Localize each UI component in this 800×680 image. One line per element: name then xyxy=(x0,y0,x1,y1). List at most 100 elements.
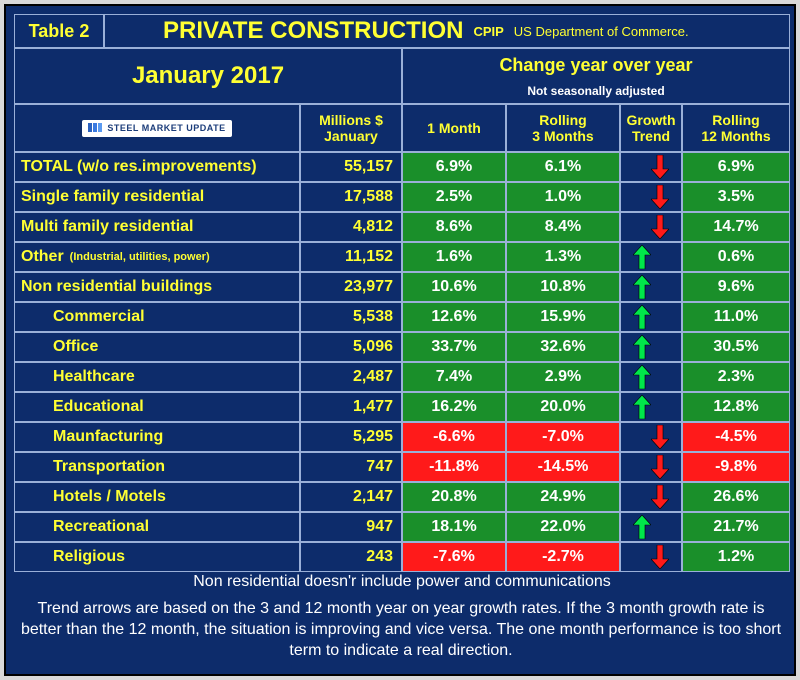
row-value: 23,977 xyxy=(300,272,402,302)
nsa-note: Not seasonally adjusted xyxy=(527,83,665,98)
footer-note-1: Non residential doesn'r include power an… xyxy=(193,573,611,590)
logo-cell: STEEL MARKET UPDATE xyxy=(14,104,300,152)
arrow-down-icon xyxy=(651,485,669,509)
arrow-up-icon xyxy=(633,305,651,329)
row-1-month: -6.6% xyxy=(402,422,506,452)
row-label: Religious xyxy=(14,542,300,572)
row-rolling-12: 6.9% xyxy=(682,152,790,182)
row-value: 2,487 xyxy=(300,362,402,392)
row-value: 55,157 xyxy=(300,152,402,182)
row-rolling-3: -7.0% xyxy=(506,422,620,452)
row-rolling-12: 12.8% xyxy=(682,392,790,422)
row-trend xyxy=(620,182,682,212)
row-rolling-3: 1.0% xyxy=(506,182,620,212)
arrow-up-icon xyxy=(633,515,651,539)
row-rolling-12: 26.6% xyxy=(682,482,790,512)
row-label-text: Office xyxy=(53,338,99,355)
source-label: US Department of Commerce. xyxy=(513,23,689,39)
row-rolling-12: 2.3% xyxy=(682,362,790,392)
change-heading: Change year over year xyxy=(499,54,693,75)
row-value: 5,538 xyxy=(300,302,402,332)
row-trend xyxy=(620,452,682,482)
row-value: 2,147 xyxy=(300,482,402,512)
row-trend xyxy=(620,392,682,422)
row-trend xyxy=(620,512,682,542)
row-label-text: Transportation xyxy=(53,458,166,475)
row-rolling-3: -14.5% xyxy=(506,452,620,482)
arrow-down-icon xyxy=(651,155,669,179)
row-rolling-3: 32.6% xyxy=(506,332,620,362)
steel-market-update-logo: STEEL MARKET UPDATE xyxy=(82,119,232,137)
arrow-down-icon xyxy=(651,425,669,449)
period-heading: January 2017 xyxy=(14,48,402,104)
row-label-text: Recreational xyxy=(53,518,150,535)
row-rolling-12: -4.5% xyxy=(682,422,790,452)
row-1-month: 18.1% xyxy=(402,512,506,542)
row-label-text: Healthcare xyxy=(53,368,135,385)
row-rolling-12: 3.5% xyxy=(682,182,790,212)
row-rolling-12: 9.6% xyxy=(682,272,790,302)
arrow-up-icon xyxy=(633,395,651,419)
row-label: Other (Industrial, utilities, power) xyxy=(14,242,300,272)
row-label-text: Hotels / Motels xyxy=(53,488,166,505)
cpip-label: CPIP xyxy=(473,23,504,39)
row-1-month: -7.6% xyxy=(402,542,506,572)
row-value: 5,096 xyxy=(300,332,402,362)
row-1-month: 33.7% xyxy=(402,332,506,362)
row-rolling-3: -2.7% xyxy=(506,542,620,572)
row-label-text: Maunfacturing xyxy=(53,428,164,445)
col-header-1-month: 1 Month xyxy=(402,104,506,152)
row-label: Single family residential xyxy=(14,182,300,212)
row-trend xyxy=(620,152,682,182)
arrow-down-icon xyxy=(651,455,669,479)
row-trend xyxy=(620,242,682,272)
row-label-text: TOTAL (w/o res.improvements) xyxy=(21,158,257,175)
row-1-month: 12.6% xyxy=(402,302,506,332)
row-value: 4,812 xyxy=(300,212,402,242)
row-label: Educational xyxy=(14,392,300,422)
row-rolling-12: 21.7% xyxy=(682,512,790,542)
row-rolling-12: -9.8% xyxy=(682,452,790,482)
row-label: Office xyxy=(14,332,300,362)
row-rolling-3: 15.9% xyxy=(506,302,620,332)
row-trend xyxy=(620,482,682,512)
row-rolling-12: 0.6% xyxy=(682,242,790,272)
col-header-growth-trend: Growth Trend xyxy=(620,104,682,152)
page-title: PRIVATE CONSTRUCTION xyxy=(163,17,464,44)
row-trend xyxy=(620,422,682,452)
row-rolling-12: 1.2% xyxy=(682,542,790,572)
col-header-rolling-3: Rolling 3 Months xyxy=(506,104,620,152)
row-rolling-3: 24.9% xyxy=(506,482,620,512)
row-value: 747 xyxy=(300,452,402,482)
row-1-month: 7.4% xyxy=(402,362,506,392)
row-label-text: Religious xyxy=(53,548,126,565)
row-value: 17,588 xyxy=(300,182,402,212)
row-label-text: Multi family residential xyxy=(21,218,194,235)
row-rolling-12: 11.0% xyxy=(682,302,790,332)
row-value: 1,477 xyxy=(300,392,402,422)
col-header-rolling-12: Rolling 12 Months xyxy=(682,104,790,152)
row-rolling-3: 22.0% xyxy=(506,512,620,542)
row-rolling-3: 8.4% xyxy=(506,212,620,242)
row-value: 243 xyxy=(300,542,402,572)
arrow-down-icon xyxy=(651,185,669,209)
row-1-month: 8.6% xyxy=(402,212,506,242)
arrow-down-icon xyxy=(651,215,669,239)
row-label: Non residential buildings xyxy=(14,272,300,302)
row-trend xyxy=(620,362,682,392)
table-frame: Table 2 PRIVATE CONSTRUCTION CPIP US Dep… xyxy=(4,4,796,676)
arrow-down-icon xyxy=(651,545,669,569)
row-trend xyxy=(620,302,682,332)
row-rolling-3: 6.1% xyxy=(506,152,620,182)
row-label: Recreational xyxy=(14,512,300,542)
arrow-up-icon xyxy=(633,335,651,359)
row-label: TOTAL (w/o res.improvements) xyxy=(14,152,300,182)
row-1-month: 10.6% xyxy=(402,272,506,302)
logo-blocks-icon xyxy=(88,122,103,134)
table-label: Table 2 xyxy=(14,14,104,48)
row-1-month: 6.9% xyxy=(402,152,506,182)
row-label: Transportation xyxy=(14,452,300,482)
row-trend xyxy=(620,332,682,362)
row-trend xyxy=(620,542,682,572)
col-header-millions: Millions $ January xyxy=(300,104,402,152)
